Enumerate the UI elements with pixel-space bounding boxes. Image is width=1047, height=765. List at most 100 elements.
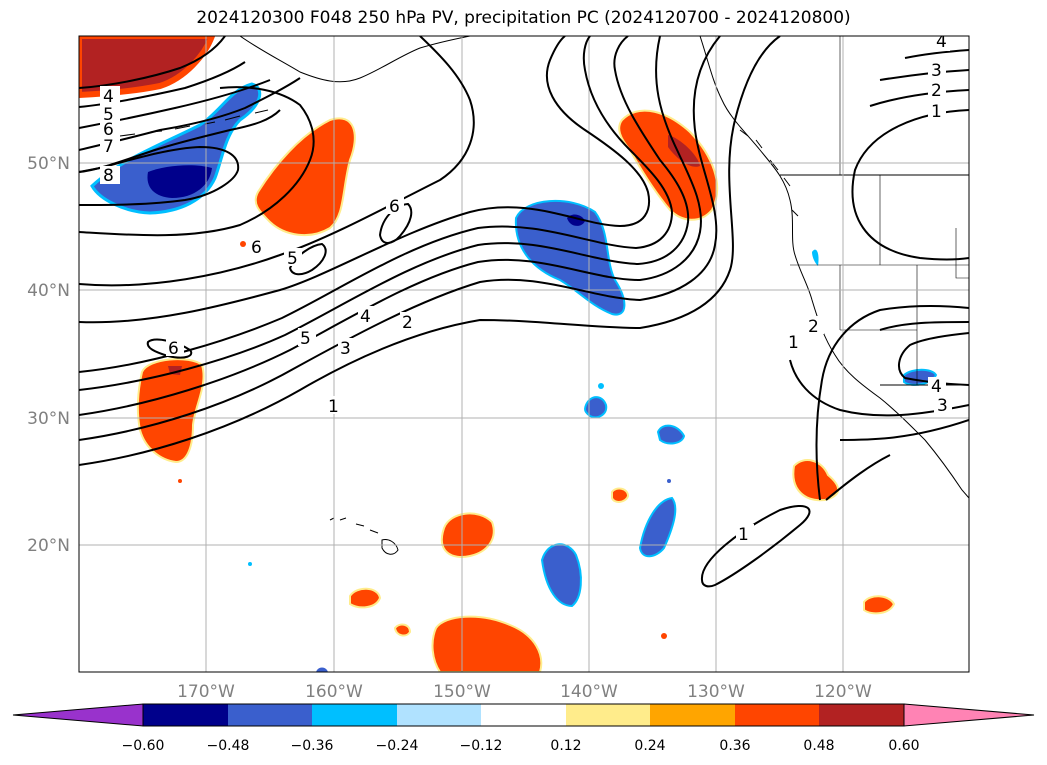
precip-pos-dot-2	[178, 479, 182, 483]
contour-label-2a: 2	[402, 313, 413, 333]
colorbar-seg-3	[312, 704, 397, 726]
colorbar-extend-max	[903, 703, 1035, 727]
contour-label-2c: 2	[808, 317, 819, 337]
contour-label-3c: 3	[937, 396, 948, 416]
pv-contour-16	[789, 304, 969, 501]
colorbar-tick-9: 0.48	[803, 738, 834, 754]
lat-label-50: 50°N	[27, 154, 70, 174]
precip-pos-dot-1	[240, 241, 246, 247]
pv-contour-5	[79, 36, 674, 373]
precip-neg-bottom	[316, 667, 328, 672]
colorbar-tick-6: 0.12	[550, 738, 581, 754]
precip-neg-a-core	[147, 165, 212, 198]
pv-contour-17	[825, 419, 969, 501]
colorbar-seg-7	[650, 704, 735, 726]
lon-label-160w: 160°W	[305, 682, 363, 702]
precip-neg-h	[812, 249, 819, 266]
contour-label-4a: 4	[103, 87, 114, 107]
coast-bc-na	[699, 36, 969, 499]
contour-label-1b: 1	[931, 102, 942, 122]
contour-label-3a: 3	[340, 339, 351, 359]
colorbar-tick-2: −0.48	[207, 738, 250, 754]
contour-label-5b: 5	[287, 249, 298, 269]
pv-contour-12	[288, 242, 327, 276]
pv-contours	[79, 36, 969, 588]
coastlines	[119, 36, 969, 555]
coast-bc-islands	[739, 129, 799, 217]
gridlines	[79, 36, 969, 672]
colorbar-frame	[142, 703, 905, 727]
contour-label-1d: 1	[738, 525, 749, 545]
precip-pos-i	[611, 487, 630, 503]
colorbar-tick-1: −0.60	[122, 738, 165, 754]
state-lines	[790, 36, 969, 385]
colorbar-tick-4: −0.24	[376, 738, 419, 754]
precip-neg-dot-2	[667, 479, 671, 483]
pv-contour-2	[79, 36, 721, 441]
lon-label-170w: 170°W	[177, 682, 235, 702]
lat-label-20: 20°N	[27, 536, 70, 556]
colorbar-seg-9	[819, 704, 904, 726]
map-frame	[78, 35, 970, 673]
precip-pos-e	[441, 512, 495, 558]
contour-label-3b: 3	[931, 61, 942, 81]
contour-label-4b: 4	[360, 307, 371, 327]
lon-label-120w: 120°W	[814, 682, 872, 702]
precip-pos-g	[349, 587, 382, 609]
contour-label-6d: 6	[168, 339, 179, 359]
pv-contour-1	[79, 36, 781, 466]
contour-label-4c: 4	[936, 32, 947, 52]
precip-pos-f	[431, 615, 543, 672]
pv-contour-3	[79, 36, 702, 416]
coast-hawaii	[329, 517, 399, 555]
pv-contour-9	[79, 145, 240, 206]
colorbar-seg-2	[228, 704, 312, 726]
precip-positive-regions	[79, 36, 896, 672]
precip-neg-dot-3	[248, 562, 252, 566]
contour-label-6b: 6	[389, 197, 400, 217]
pv-contour-6	[79, 36, 650, 324]
precip-pos-h	[393, 623, 412, 637]
pv-contour-4	[79, 36, 690, 391]
precip-pos-b-core	[668, 135, 700, 167]
precip-pos-j	[863, 595, 896, 615]
map-title: 2024120300 F048 250 hPa PV, precipitatio…	[196, 8, 851, 28]
coast-alaska	[239, 36, 471, 83]
colorbar-seg-1	[143, 704, 228, 726]
precip-neg-e	[584, 396, 608, 419]
colorbar-seg-4	[397, 704, 481, 726]
colorbar-seg-6	[566, 704, 650, 726]
contour-label-1a: 1	[328, 397, 339, 417]
contour-labels: 4 5 6 7 8 6 6 5 5 4 3 2 1 6	[100, 32, 952, 545]
contour-label-6c: 6	[251, 238, 262, 258]
precip-neg-c	[540, 543, 582, 608]
colorbar-tick-3: −0.36	[291, 738, 334, 754]
colorbar: −0.60 −0.48 −0.36 −0.24 −0.12 0.12 0.24 …	[12, 703, 1035, 754]
lat-axis: 50°N 40°N 30°N 20°N	[27, 154, 70, 556]
precip-pos-a	[254, 117, 356, 237]
pv-contour-15	[851, 49, 969, 261]
precip-neg-dot-1	[598, 383, 604, 389]
pv-contour-8	[79, 86, 315, 237]
colorbar-tick-10: 0.60	[888, 738, 919, 754]
contour-label-8a: 8	[103, 166, 114, 186]
contour-label-4d: 4	[931, 377, 942, 397]
contour-label-1c: 1	[788, 333, 799, 353]
lat-label-40: 40°N	[27, 281, 70, 301]
colorbar-seg-5	[481, 704, 566, 726]
precip-pos-dot-3	[661, 633, 667, 639]
colorbar-seg-8	[735, 704, 819, 726]
lon-label-140w: 140°W	[560, 682, 618, 702]
colorbar-tick-5: −0.12	[460, 738, 503, 754]
lon-label-150w: 150°W	[433, 682, 491, 702]
precip-pos-nw-corner	[79, 36, 216, 99]
contour-label-2b: 2	[931, 81, 942, 101]
colorbar-tick-7: 0.24	[634, 738, 665, 754]
contour-label-7a: 7	[103, 137, 114, 157]
lon-label-130w: 130°W	[687, 682, 745, 702]
pv-contour-10	[79, 36, 301, 173]
precip-neg-f	[656, 424, 686, 445]
contour-label-5c: 5	[300, 329, 311, 349]
precip-neg-d	[638, 496, 677, 558]
